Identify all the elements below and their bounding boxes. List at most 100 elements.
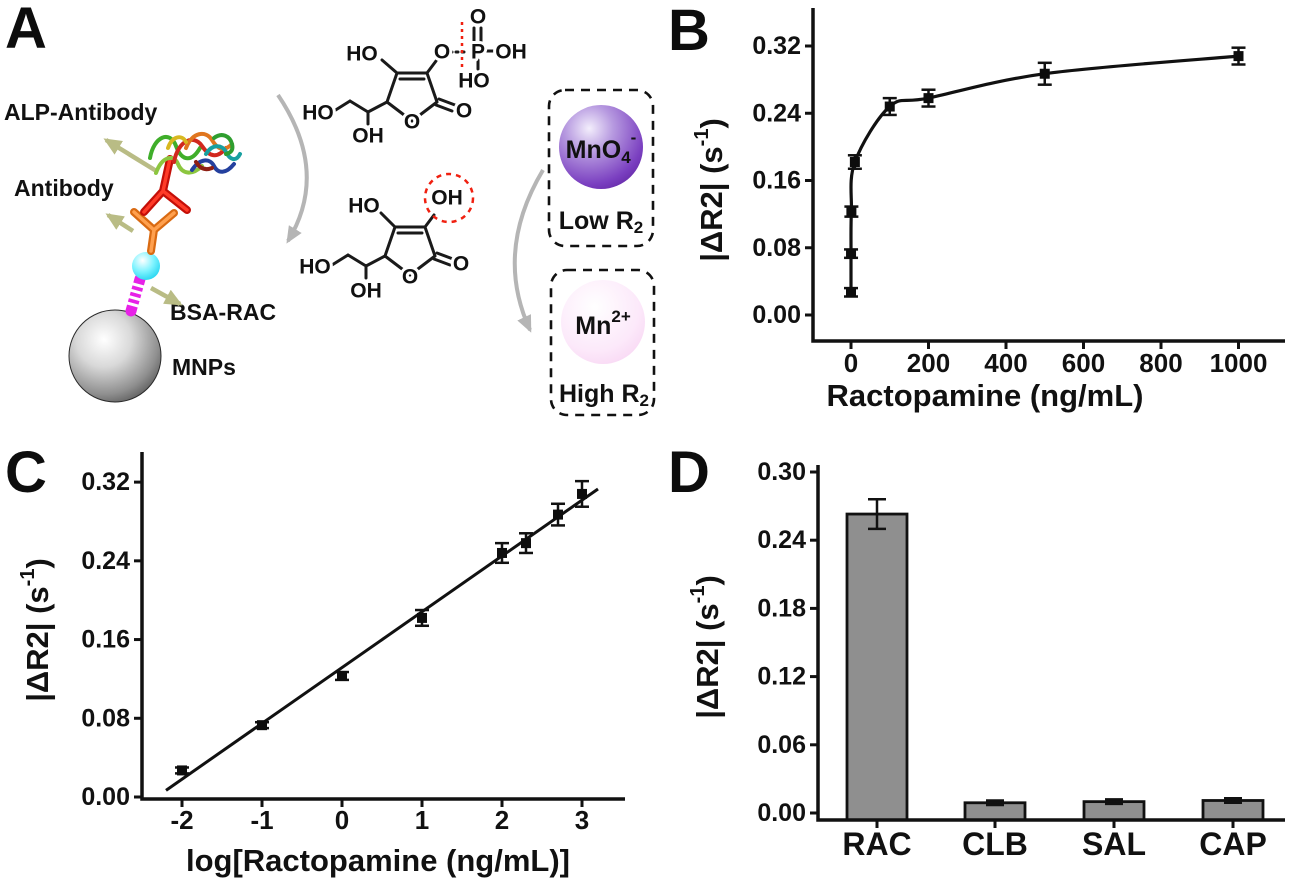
atom-label: OH bbox=[431, 187, 463, 210]
atom-label: OH bbox=[495, 41, 527, 64]
high-r2-label: High R2 bbox=[559, 380, 649, 410]
data-point bbox=[846, 248, 857, 259]
y-axis-label-sup: -1 bbox=[687, 586, 709, 604]
x-tick-label: 1 bbox=[415, 805, 429, 835]
atom-label: HO bbox=[346, 43, 378, 66]
y-axis-label-close: ) bbox=[694, 118, 729, 128]
y-tick-label: 0.08 bbox=[752, 234, 801, 262]
data-point bbox=[577, 488, 587, 499]
bond-skeleton-bottom bbox=[330, 211, 455, 280]
category-label: CLB bbox=[962, 826, 1028, 862]
y-axis-label-main: |ΔR2| (s bbox=[20, 586, 55, 701]
panel-label-c: C bbox=[5, 440, 47, 505]
x-tick-label: 800 bbox=[1139, 348, 1182, 378]
hydroxyl-highlight-circle bbox=[423, 172, 475, 224]
panel-label-d: D bbox=[668, 440, 710, 505]
antibody-arrow bbox=[105, 213, 135, 233]
data-point bbox=[417, 612, 427, 623]
data-point bbox=[497, 547, 507, 558]
y-axis-label-main: |ΔR2| (s bbox=[694, 146, 729, 261]
mnps-label: MNPs bbox=[172, 354, 236, 380]
y-tick-label: 0.00 bbox=[752, 301, 801, 329]
mno4-box: MnO4- Low R2 bbox=[547, 88, 655, 248]
x-tick-label: -1 bbox=[250, 805, 273, 835]
pointer-arrows bbox=[103, 138, 183, 306]
data-point bbox=[884, 101, 895, 112]
y-tick-label: 0.00 bbox=[757, 799, 806, 827]
mn2-sphere bbox=[561, 280, 645, 364]
x-tick-label: 200 bbox=[907, 348, 950, 378]
atom-label: P bbox=[471, 41, 485, 64]
mn2-formula: Mn2+ bbox=[575, 307, 631, 341]
y-tick-label: 0.30 bbox=[757, 458, 806, 486]
x-tick-label: -2 bbox=[170, 805, 193, 835]
fit-line bbox=[165, 487, 599, 792]
alp-protein-ribbon bbox=[148, 131, 242, 175]
x-tick-label: 2 bbox=[495, 805, 509, 835]
data-point bbox=[177, 765, 187, 776]
x-axis-label: log[Ractopamine (ng/mL)] bbox=[186, 843, 570, 878]
y-tick-label: 0.18 bbox=[757, 594, 806, 622]
atom-label: O bbox=[402, 266, 418, 289]
low-r2-label: Low R2 bbox=[559, 207, 643, 237]
panel-b-chart: 0.00 0.08 0.16 0.24 0.32 0 200 400 600 800 1000 Rac… bbox=[691, 8, 1285, 413]
data-point bbox=[849, 157, 860, 168]
y-tick-label: 0.16 bbox=[81, 626, 130, 654]
y-axis-label-main: |ΔR2| (s bbox=[690, 603, 725, 718]
bar bbox=[845, 512, 909, 822]
data-point bbox=[553, 509, 563, 520]
x-tick-label: 0 bbox=[844, 348, 858, 378]
atom-label: HO bbox=[348, 195, 380, 218]
antibody-red-glyph bbox=[140, 155, 191, 216]
y-axis-label-sup: -1 bbox=[691, 129, 713, 147]
mno4-formula: MnO4- bbox=[566, 128, 637, 167]
axes bbox=[816, 465, 1285, 822]
y-tick-label: 0.32 bbox=[752, 32, 801, 60]
atom-label: O bbox=[470, 6, 486, 29]
data-point bbox=[846, 287, 857, 298]
data-point bbox=[1039, 68, 1050, 79]
panel-label-b: B bbox=[668, 0, 710, 63]
y-axis-label: |ΔR2| (s-1) bbox=[691, 118, 729, 262]
x-axis-label: Ractopamine (ng/mL) bbox=[827, 378, 1144, 413]
hapten-sphere bbox=[132, 252, 160, 280]
y-tick-label: 0.24 bbox=[752, 99, 801, 127]
y-tick-label: 0.16 bbox=[752, 167, 801, 195]
y-tick-label: 0.32 bbox=[81, 468, 130, 496]
axes bbox=[811, 8, 1285, 343]
y-tick-label: 0.24 bbox=[757, 526, 806, 554]
atom-label: O bbox=[434, 41, 450, 64]
bond-skeleton-top bbox=[332, 26, 498, 126]
data-point bbox=[846, 206, 857, 217]
bsa-rac-arrow bbox=[149, 286, 183, 306]
y-axis-label: |ΔR2| (s-1) bbox=[687, 575, 725, 719]
atom-label: OH bbox=[352, 125, 384, 148]
molecule-ascorbic-acid: HO OH O O HO OH bbox=[296, 172, 475, 306]
mn2-box: Mn2+ High R2 bbox=[549, 268, 656, 417]
mno4-sphere bbox=[559, 105, 643, 189]
atom-label: HO bbox=[302, 102, 334, 125]
panel-a-schematic: ALP-Antibody Antibody BSA-RAC MNPs bbox=[4, 3, 656, 417]
atom-label: HO bbox=[299, 256, 331, 279]
category-label: SAL bbox=[1082, 826, 1146, 862]
y-tick-label: 0.08 bbox=[81, 704, 130, 732]
data-point bbox=[1233, 51, 1244, 62]
alp-antibody-arrow bbox=[103, 138, 160, 174]
data-point bbox=[521, 538, 531, 549]
panel-label-a: A bbox=[5, 0, 47, 61]
dephosphorylation-arrow bbox=[276, 93, 309, 244]
x-tick-label: 400 bbox=[984, 348, 1027, 378]
y-axis-label-sup: -1 bbox=[17, 569, 39, 587]
y-tick-label: 0.12 bbox=[757, 663, 806, 691]
y-axis-label: |ΔR2| (s-1) bbox=[17, 558, 55, 702]
linker-coil-stripes bbox=[126, 282, 145, 308]
data-point bbox=[923, 93, 934, 104]
category-label: RAC bbox=[842, 826, 911, 862]
reduction-arrow bbox=[512, 168, 545, 333]
x-tick-label: 1000 bbox=[1210, 348, 1268, 378]
x-tick-label: 0 bbox=[335, 805, 349, 835]
mn2-dashed-border bbox=[549, 268, 656, 417]
antibody-orange-glyph bbox=[130, 208, 178, 255]
y-tick-label: 0.06 bbox=[757, 731, 806, 759]
